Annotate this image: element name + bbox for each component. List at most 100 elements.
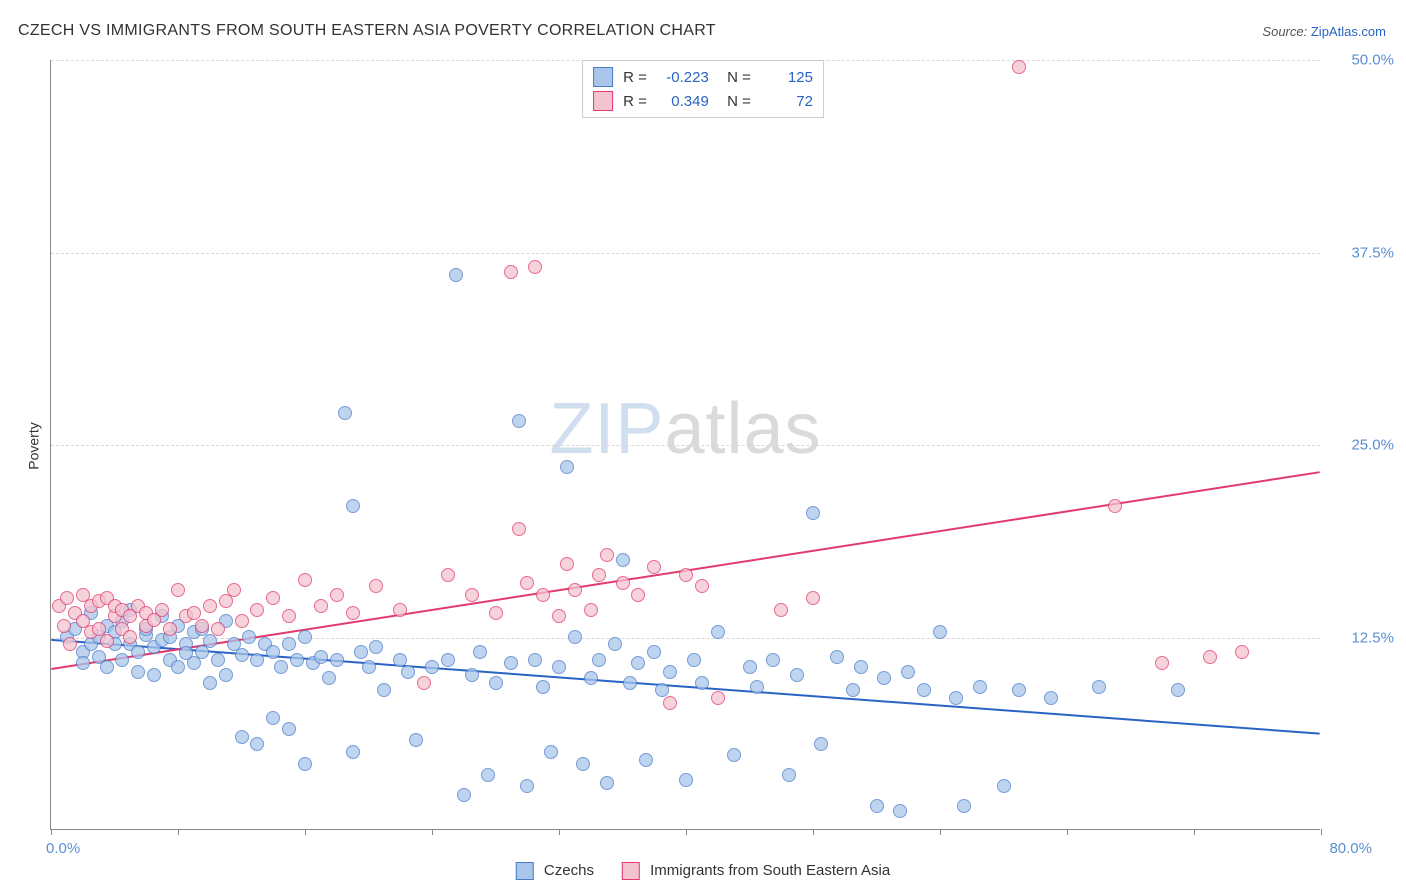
legend-item-czechs: Czechs xyxy=(516,862,594,880)
x-tick xyxy=(940,829,941,835)
bottom-legend: Czechs Immigrants from South Eastern Asi… xyxy=(516,862,890,880)
stats-row-czechs: R = -0.223 N = 125 xyxy=(593,65,813,89)
watermark: ZIPatlas xyxy=(549,388,821,470)
data-point xyxy=(830,650,844,664)
data-point xyxy=(616,576,630,590)
data-point xyxy=(584,671,598,685)
stat-r-value-czechs: -0.223 xyxy=(657,69,709,86)
y-tick-label: 12.5% xyxy=(1351,629,1394,646)
data-point xyxy=(711,691,725,705)
legend-item-immigrants: Immigrants from South Eastern Asia xyxy=(622,862,890,880)
gridline xyxy=(51,253,1320,254)
data-point xyxy=(60,591,74,605)
data-point xyxy=(489,606,503,620)
data-point xyxy=(338,406,352,420)
data-point xyxy=(298,630,312,644)
data-point xyxy=(1155,656,1169,670)
y-tick-label: 37.5% xyxy=(1351,244,1394,261)
data-point xyxy=(1044,691,1058,705)
stat-n-value-czechs: 125 xyxy=(761,69,813,86)
data-point xyxy=(592,568,606,582)
data-point xyxy=(616,553,630,567)
data-point xyxy=(504,265,518,279)
data-point xyxy=(123,630,137,644)
data-point xyxy=(504,656,518,670)
data-point xyxy=(274,660,288,674)
source-link[interactable]: ZipAtlas.com xyxy=(1311,24,1386,39)
data-point xyxy=(481,768,495,782)
data-point xyxy=(576,757,590,771)
data-point xyxy=(147,668,161,682)
data-point xyxy=(235,730,249,744)
data-point xyxy=(489,676,503,690)
data-point xyxy=(266,711,280,725)
x-tick xyxy=(813,829,814,835)
x-tick xyxy=(686,829,687,835)
data-point xyxy=(314,650,328,664)
data-point xyxy=(473,645,487,659)
data-point xyxy=(806,591,820,605)
data-point xyxy=(608,637,622,651)
data-point xyxy=(377,683,391,697)
data-point xyxy=(560,557,574,571)
data-point xyxy=(877,671,891,685)
data-point xyxy=(131,665,145,679)
data-point xyxy=(631,656,645,670)
data-point xyxy=(806,506,820,520)
data-point xyxy=(997,779,1011,793)
data-point xyxy=(814,737,828,751)
data-point xyxy=(417,676,431,690)
data-point xyxy=(750,680,764,694)
data-point xyxy=(774,603,788,617)
watermark-zip: ZIP xyxy=(549,389,664,469)
data-point xyxy=(512,414,526,428)
data-point xyxy=(298,573,312,587)
data-point xyxy=(552,609,566,623)
data-point xyxy=(631,588,645,602)
data-point xyxy=(1012,683,1026,697)
swatch-immigrants xyxy=(593,91,613,111)
y-tick-label: 25.0% xyxy=(1351,437,1394,454)
data-point xyxy=(647,560,661,574)
stat-r-label: R = xyxy=(623,69,647,86)
data-point xyxy=(100,634,114,648)
data-point xyxy=(457,788,471,802)
data-point xyxy=(766,653,780,667)
data-point xyxy=(512,522,526,536)
data-point xyxy=(203,599,217,613)
watermark-atlas: atlas xyxy=(664,389,821,469)
data-point xyxy=(250,603,264,617)
data-point xyxy=(727,748,741,762)
data-point xyxy=(592,653,606,667)
data-point xyxy=(330,653,344,667)
legend-swatch-czechs xyxy=(516,862,534,880)
data-point xyxy=(973,680,987,694)
data-point xyxy=(679,773,693,787)
data-point xyxy=(465,588,479,602)
data-point xyxy=(1092,680,1106,694)
data-point xyxy=(155,603,169,617)
data-point xyxy=(639,753,653,767)
data-point xyxy=(933,625,947,639)
data-point xyxy=(917,683,931,697)
data-point xyxy=(369,579,383,593)
data-point xyxy=(362,660,376,674)
data-point xyxy=(552,660,566,674)
x-axis-min-label: 0.0% xyxy=(46,840,80,857)
data-point xyxy=(1235,645,1249,659)
stat-r-value-immigrants: 0.349 xyxy=(657,93,709,110)
data-point xyxy=(235,648,249,662)
data-point xyxy=(171,660,185,674)
stats-legend-box: R = -0.223 N = 125 R = 0.349 N = 72 xyxy=(582,60,824,118)
data-point xyxy=(560,460,574,474)
data-point xyxy=(790,668,804,682)
data-point xyxy=(568,583,582,597)
data-point xyxy=(131,645,145,659)
data-point xyxy=(854,660,868,674)
data-point xyxy=(679,568,693,582)
data-point xyxy=(163,622,177,636)
data-point xyxy=(695,579,709,593)
data-point xyxy=(687,653,701,667)
data-point xyxy=(901,665,915,679)
data-point xyxy=(369,640,383,654)
